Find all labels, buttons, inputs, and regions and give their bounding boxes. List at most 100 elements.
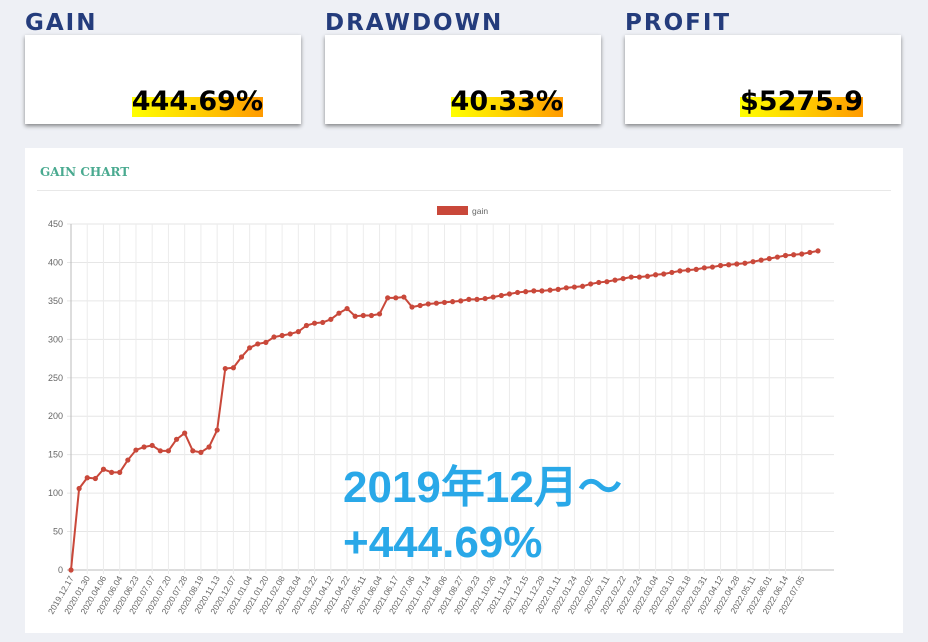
point xyxy=(247,345,253,351)
point xyxy=(807,249,813,256)
point xyxy=(182,430,188,436)
card-title: GAIN xyxy=(25,10,98,36)
point xyxy=(409,304,415,310)
point xyxy=(190,448,196,454)
point xyxy=(701,265,707,271)
point xyxy=(693,266,699,272)
stat-card: 444.69% xyxy=(25,35,301,124)
point xyxy=(782,252,789,259)
point xyxy=(149,442,155,449)
point xyxy=(474,296,480,302)
point xyxy=(766,256,772,262)
chart-panel: GAIN CHART xyxy=(25,148,903,633)
point xyxy=(222,365,228,372)
card-value: 40.33% xyxy=(450,86,563,117)
point xyxy=(644,273,651,279)
point xyxy=(758,257,764,263)
point xyxy=(133,447,139,453)
point xyxy=(441,299,448,306)
point xyxy=(385,295,391,301)
point xyxy=(539,288,545,294)
point xyxy=(157,448,163,454)
point xyxy=(742,260,748,266)
point xyxy=(287,331,293,337)
point xyxy=(76,485,82,492)
point xyxy=(653,272,659,278)
point xyxy=(636,274,642,280)
point xyxy=(498,292,504,299)
point xyxy=(750,259,756,265)
point xyxy=(709,264,716,270)
y-tick-label: 50 xyxy=(53,527,63,537)
point xyxy=(571,284,578,290)
annotation: +444.69% xyxy=(343,518,542,567)
point xyxy=(214,427,220,433)
point xyxy=(433,300,439,306)
stat-card: $5275.9 xyxy=(625,35,901,124)
point xyxy=(238,354,245,360)
point xyxy=(206,444,212,450)
card-title: DRAWDOWN xyxy=(325,10,504,36)
point xyxy=(417,302,423,309)
y-tick-label: 400 xyxy=(48,257,63,267)
point xyxy=(117,469,123,475)
point xyxy=(279,332,285,339)
point xyxy=(490,294,496,300)
point xyxy=(108,469,115,475)
point xyxy=(506,291,513,297)
card-title: PROFIT xyxy=(625,10,732,36)
point xyxy=(100,466,107,472)
point xyxy=(344,305,350,312)
y-tick-label: 450 xyxy=(48,219,63,229)
point xyxy=(563,285,569,291)
point xyxy=(311,320,318,326)
point xyxy=(173,436,180,442)
point xyxy=(376,311,383,317)
point xyxy=(726,262,732,268)
point xyxy=(547,287,553,293)
divider xyxy=(37,190,891,191)
point xyxy=(352,313,358,319)
point xyxy=(717,262,724,269)
point xyxy=(612,277,618,283)
y-tick-label: 0 xyxy=(58,565,63,575)
point xyxy=(620,275,626,282)
card-value: $5275.9 xyxy=(740,86,863,117)
point xyxy=(774,254,781,260)
point xyxy=(523,289,529,295)
point xyxy=(579,283,586,289)
point xyxy=(198,449,204,455)
point xyxy=(303,322,310,329)
point xyxy=(458,298,464,304)
point xyxy=(92,475,98,482)
point xyxy=(360,312,366,319)
point xyxy=(669,269,675,276)
point xyxy=(685,267,691,273)
legend-label: gain xyxy=(472,206,488,216)
y-tick-label: 200 xyxy=(48,411,63,421)
point xyxy=(125,457,131,463)
point xyxy=(555,286,561,292)
point xyxy=(295,329,301,335)
y-tick-label: 100 xyxy=(48,488,63,498)
point xyxy=(450,299,456,305)
panel-title: GAIN CHART xyxy=(40,165,130,179)
point xyxy=(401,294,407,300)
point xyxy=(328,316,334,322)
point xyxy=(255,341,261,347)
y-tick-label: 150 xyxy=(48,450,63,460)
point xyxy=(230,365,236,371)
point xyxy=(466,296,472,302)
card-value: 444.69% xyxy=(131,86,263,117)
point xyxy=(320,319,326,326)
point xyxy=(661,271,667,277)
stat-card: 40.33% xyxy=(325,35,601,124)
point xyxy=(263,339,269,346)
point xyxy=(68,567,74,573)
y-tick-label: 300 xyxy=(48,334,63,344)
point xyxy=(393,295,399,301)
point xyxy=(815,248,821,254)
y-tick-label: 350 xyxy=(48,296,63,306)
